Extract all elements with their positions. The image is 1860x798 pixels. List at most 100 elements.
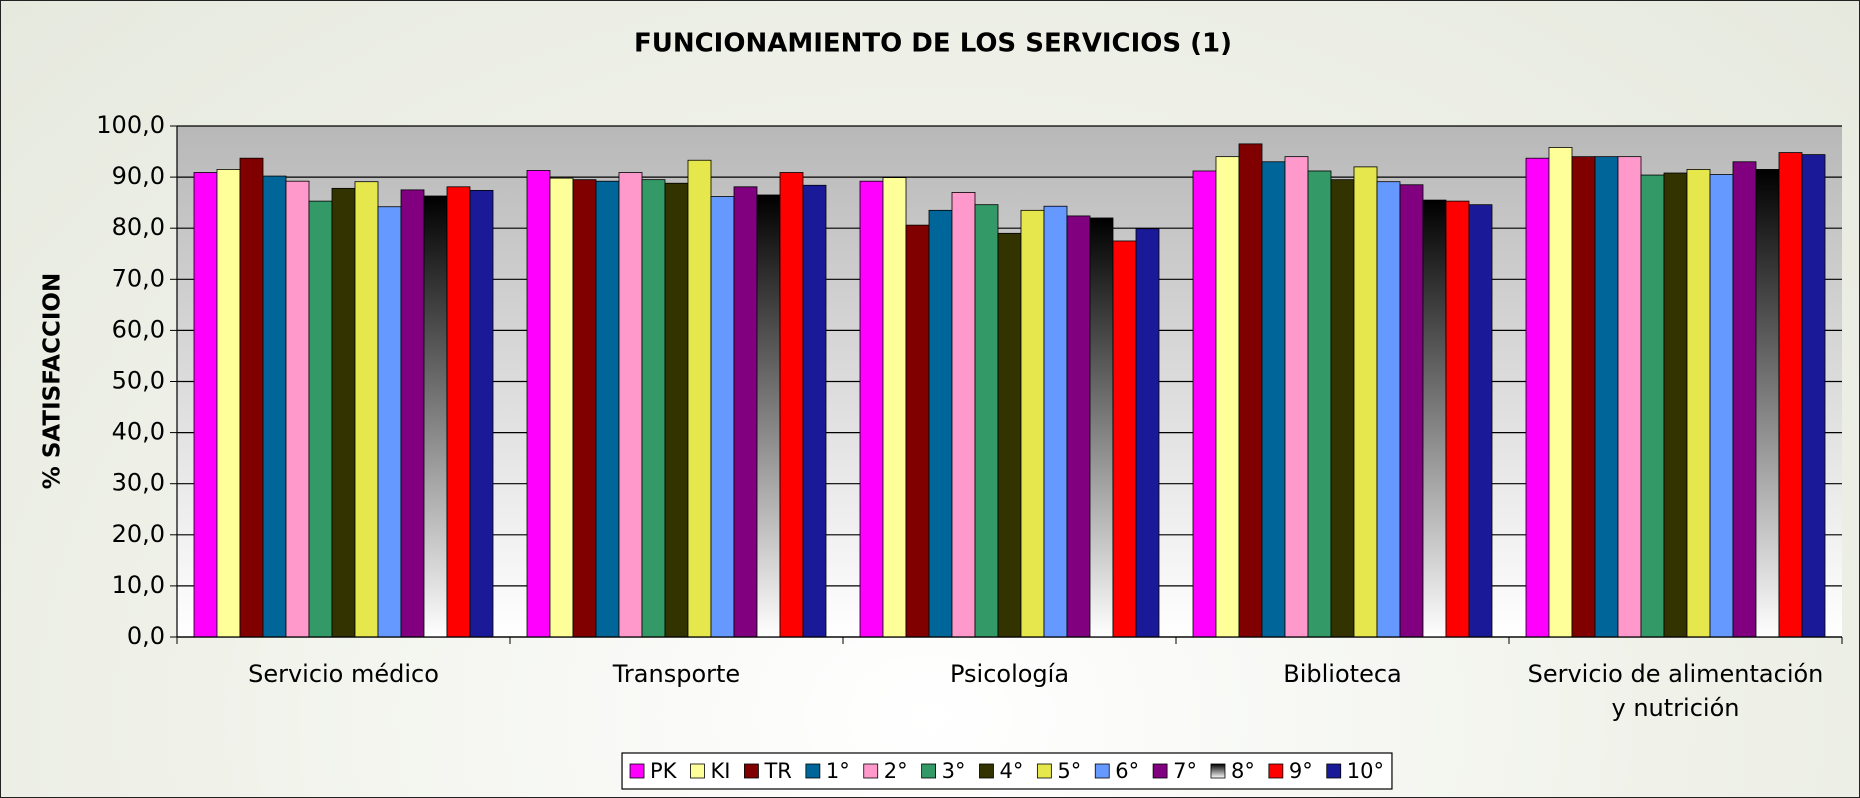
legend-swatch xyxy=(979,763,994,779)
legend-label: 10° xyxy=(1347,759,1384,783)
bar xyxy=(1215,156,1240,638)
legend-swatch xyxy=(1036,763,1052,779)
y-tick-label: 20,0 xyxy=(112,520,165,548)
bar xyxy=(595,180,620,638)
bar xyxy=(1755,169,1780,638)
bar xyxy=(641,179,666,638)
bar xyxy=(618,172,643,638)
bar xyxy=(905,224,930,638)
bar xyxy=(1594,156,1619,638)
y-tick-label: 100,0 xyxy=(96,111,165,139)
legend-label: 6° xyxy=(1115,759,1139,783)
bar xyxy=(1548,147,1573,638)
bar xyxy=(1686,169,1711,638)
legend-label: 3° xyxy=(942,759,966,783)
legend-swatch xyxy=(1152,763,1168,779)
bar xyxy=(526,170,551,638)
bar xyxy=(446,186,471,638)
bar xyxy=(285,180,310,638)
bar xyxy=(859,180,884,638)
bar xyxy=(1238,143,1263,638)
x-tick-label: Servicio de alimentación y nutrición xyxy=(1527,660,1824,722)
y-tick-label: 80,0 xyxy=(112,213,165,241)
legend-swatch xyxy=(1326,763,1342,779)
bar xyxy=(549,177,574,638)
bar xyxy=(1801,154,1826,638)
bar xyxy=(802,184,827,638)
bar xyxy=(779,172,804,638)
legend: PK KI TR 1° 2° 3° 4° 5° 6° 7° 8° 9° 10° xyxy=(621,752,1393,790)
legend-label: 5° xyxy=(1057,759,1081,783)
y-tick-label: 60,0 xyxy=(112,315,165,343)
bar xyxy=(1089,217,1114,638)
legend-label: 9° xyxy=(1289,759,1313,783)
bar xyxy=(1261,161,1286,638)
bar xyxy=(469,189,494,638)
bar xyxy=(1307,170,1332,638)
legend-label: TR xyxy=(763,759,791,783)
legend-label: 7° xyxy=(1173,759,1197,783)
bar xyxy=(308,200,333,638)
legend-label: 1° xyxy=(826,759,850,783)
bar xyxy=(756,194,781,638)
bar xyxy=(1284,156,1309,638)
bar xyxy=(1330,179,1355,638)
y-tick-label: 30,0 xyxy=(112,469,165,497)
bar xyxy=(1468,204,1493,638)
bar xyxy=(997,232,1022,638)
bar xyxy=(239,157,264,638)
bar xyxy=(1135,228,1160,638)
bar xyxy=(1066,215,1091,638)
legend-swatch xyxy=(1094,763,1110,779)
bar xyxy=(1571,156,1596,638)
legend-swatch xyxy=(1268,763,1284,779)
bar xyxy=(1445,200,1470,638)
legend-label: 2° xyxy=(884,759,908,783)
bar xyxy=(974,204,999,638)
bar xyxy=(1617,156,1642,638)
bar xyxy=(1709,174,1734,638)
bar xyxy=(354,181,379,638)
bar xyxy=(1640,174,1665,638)
bar xyxy=(1732,161,1757,638)
bar xyxy=(1020,209,1045,638)
bar xyxy=(1399,184,1424,638)
bar xyxy=(1663,172,1688,638)
bar xyxy=(400,189,425,638)
bar xyxy=(377,206,402,638)
bar xyxy=(882,177,907,638)
legend-label: PK xyxy=(650,759,678,783)
bar xyxy=(216,169,241,638)
bar xyxy=(687,159,712,638)
legend-swatch xyxy=(690,763,705,779)
bar xyxy=(1043,205,1068,638)
bar xyxy=(951,192,976,638)
bar xyxy=(423,195,448,638)
y-tick-label: 0,0 xyxy=(127,622,165,650)
y-tick-label: 10,0 xyxy=(112,571,165,599)
legend-label: 4° xyxy=(999,759,1023,783)
bar xyxy=(1376,181,1401,638)
bar xyxy=(1525,157,1550,638)
legend-swatch xyxy=(629,763,645,779)
bar xyxy=(1422,199,1447,638)
x-tick-label: Transporte xyxy=(612,660,741,688)
legend-label: 8° xyxy=(1231,759,1255,783)
chart-title: FUNCIONAMIENTO DE LOS SERVICIOS (1) xyxy=(634,29,1232,59)
bar xyxy=(710,196,735,638)
bar xyxy=(1353,166,1378,638)
x-tick-label: Psicología xyxy=(949,660,1070,688)
y-axis-label: % SATISFACCION xyxy=(40,273,66,489)
legend-swatch xyxy=(744,763,759,779)
y-tick-label: 50,0 xyxy=(112,367,165,395)
legend-swatch xyxy=(805,763,821,779)
bar xyxy=(1778,152,1803,638)
legend-swatch xyxy=(863,763,879,779)
y-tick-label: 40,0 xyxy=(112,418,165,446)
x-tick-label: Servicio médico xyxy=(248,660,439,688)
y-tick-label: 70,0 xyxy=(112,264,165,292)
bar xyxy=(1112,240,1137,638)
bar xyxy=(572,179,597,638)
legend-swatch xyxy=(921,763,937,779)
